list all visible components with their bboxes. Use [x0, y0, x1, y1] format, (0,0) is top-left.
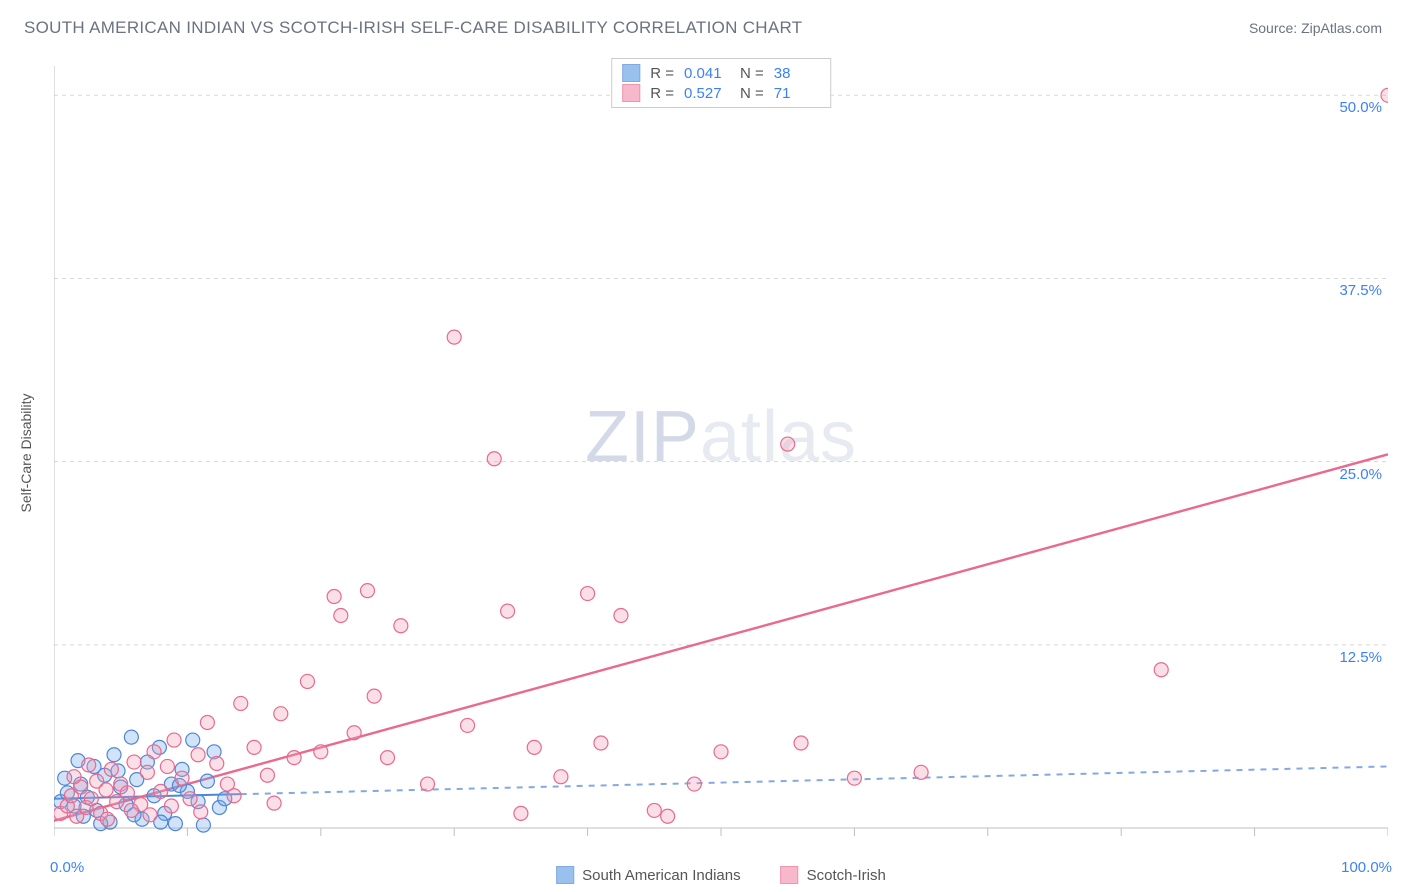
n-label-1: N = — [740, 85, 764, 102]
legend-bottom-swatch-1 — [781, 866, 799, 884]
chart-container: Self-Care Disability ZIPatlas R = 0.041 … — [54, 58, 1388, 848]
legend-swatch-0 — [622, 64, 640, 82]
y-axis-label: Self-Care Disability — [18, 393, 34, 512]
source-name: ZipAtlas.com — [1301, 20, 1382, 36]
legend-item-1: Scotch-Irish — [781, 866, 886, 884]
legend-row-series-1: R = 0.527 N = 71 — [622, 83, 820, 103]
y-tick-label: 25.0% — [1339, 466, 1382, 483]
x-axis-max-label: 100.0% — [1341, 859, 1392, 876]
n-label-0: N = — [740, 65, 764, 82]
n-value-1: 71 — [774, 85, 820, 102]
n-value-0: 38 — [774, 65, 820, 82]
y-tick-label: 12.5% — [1339, 649, 1382, 666]
y-tick-label: 37.5% — [1339, 282, 1382, 299]
source-prefix: Source: — [1249, 20, 1301, 36]
legend-item-0: South American Indians — [556, 866, 740, 884]
chart-title: SOUTH AMERICAN INDIAN VS SCOTCH-IRISH SE… — [24, 18, 802, 38]
legend-bottom-label-1: Scotch-Irish — [807, 867, 886, 884]
legend-row-series-0: R = 0.041 N = 38 — [622, 63, 820, 83]
y-tick-label: 50.0% — [1339, 99, 1382, 116]
r-label-1: R = — [650, 85, 674, 102]
chart-header: SOUTH AMERICAN INDIAN VS SCOTCH-IRISH SE… — [0, 0, 1406, 46]
legend-bottom-swatch-0 — [556, 866, 574, 884]
legend-bottom-label-0: South American Indians — [582, 867, 740, 884]
scatter-plot — [54, 58, 1388, 848]
r-label-0: R = — [650, 65, 674, 82]
x-axis-min-label: 0.0% — [50, 859, 84, 876]
legend-swatch-1 — [622, 84, 640, 102]
correlation-legend: R = 0.041 N = 38 R = 0.527 N = 71 — [611, 58, 831, 108]
r-value-1: 0.527 — [684, 85, 730, 102]
source-attribution: Source: ZipAtlas.com — [1249, 20, 1382, 36]
r-value-0: 0.041 — [684, 65, 730, 82]
series-legend: South American Indians Scotch-Irish — [556, 866, 886, 884]
